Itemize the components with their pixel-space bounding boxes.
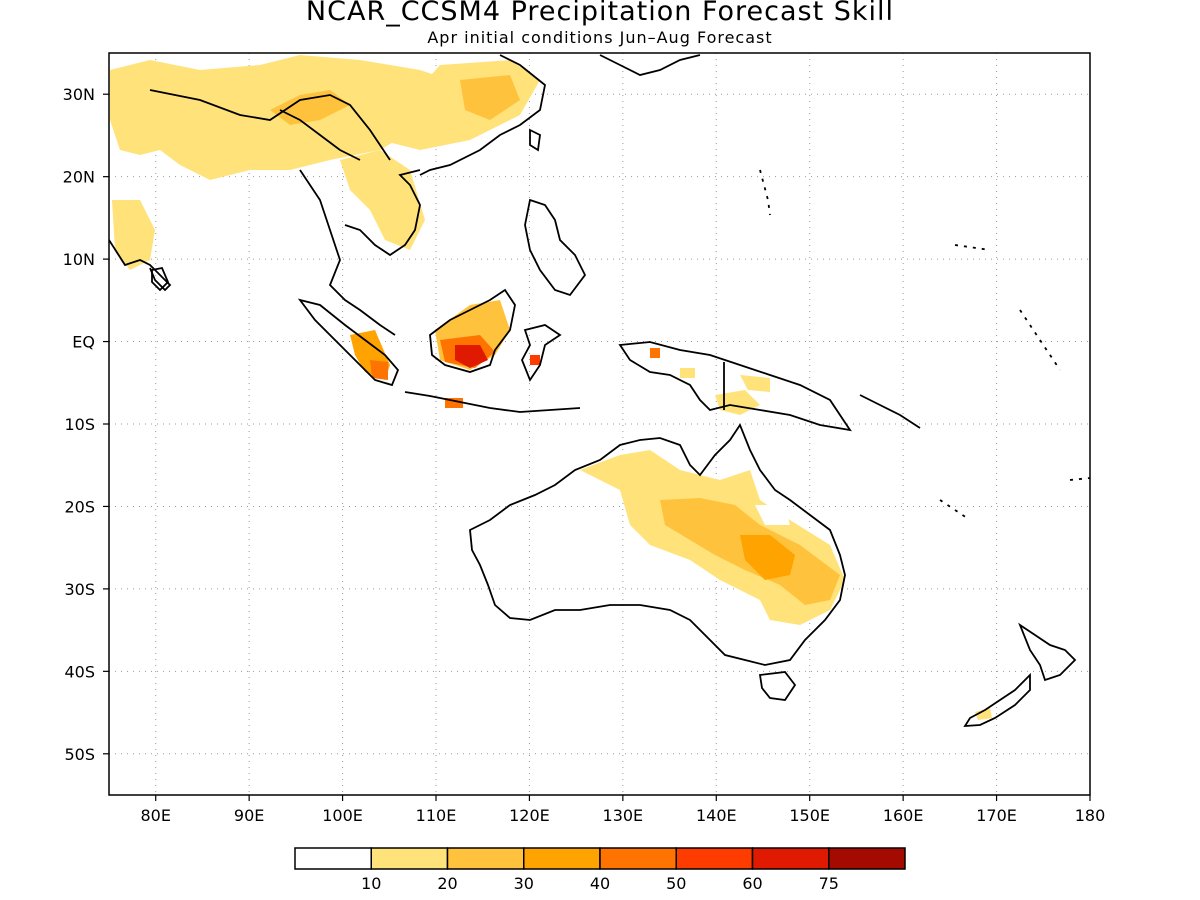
lon-tick-label: 100E xyxy=(322,806,363,825)
lat-tick-label: EQ xyxy=(72,333,95,352)
skill-area-java xyxy=(445,398,463,408)
border-himalaya xyxy=(149,89,391,161)
chart-subtitle: Apr initial conditions Jun–Aug Forecast xyxy=(427,28,773,47)
lon-tick-label: 170E xyxy=(976,806,1017,825)
border-china-south xyxy=(279,109,361,161)
skill-area-sumatra-strong xyxy=(370,360,388,380)
skill-shading xyxy=(110,55,992,720)
skill-area-sulawesi xyxy=(530,355,540,365)
colorbar-swatch xyxy=(294,847,372,870)
chart-title: NCAR_CCSM4 Precipitation Forecast Skill xyxy=(305,0,895,27)
lon-tick-label: 110E xyxy=(416,806,457,825)
lon-tick-label: 130E xyxy=(603,806,644,825)
lon-tick-label: 180 xyxy=(1075,806,1106,825)
lon-tick-label: 140E xyxy=(696,806,737,825)
lat-tick-label: 20S xyxy=(64,497,95,516)
colorbar-label: 10 xyxy=(361,874,381,893)
skill-area-australia-gap xyxy=(755,505,790,525)
grid-lines xyxy=(109,53,1090,795)
longitude-ticks: 80E 90E 100E 110E 120E 130E 140E 150E 160E 170E 18… xyxy=(140,795,1105,825)
coast-java xyxy=(404,391,581,413)
coast-sri-lanka xyxy=(151,266,170,292)
colorbar-swatch xyxy=(599,847,677,870)
colorbar-label: 40 xyxy=(590,874,610,893)
coast-sulawesi xyxy=(521,324,562,382)
lon-tick-label: 90E xyxy=(234,806,264,825)
coast-new-guinea xyxy=(618,341,852,432)
coast-nz-south xyxy=(963,672,1031,728)
colorbar-label: 75 xyxy=(819,874,839,893)
colorbar-label: 60 xyxy=(742,874,762,893)
lat-tick-label: 40S xyxy=(64,662,95,681)
skill-area-borneo-core xyxy=(455,345,488,368)
lon-tick-label: 160E xyxy=(883,806,924,825)
coast-india xyxy=(109,239,172,292)
coast-borneo xyxy=(429,288,516,373)
coast-tasmania xyxy=(758,671,797,701)
coast-nz-north xyxy=(1018,622,1077,682)
skill-area-indochina xyxy=(340,150,425,250)
skill-area-tibet-strong xyxy=(270,90,350,125)
coast-philippines xyxy=(524,198,587,297)
coast-sumatra xyxy=(297,298,400,387)
skill-area-south-china-strong xyxy=(460,75,520,120)
coast-taiwan xyxy=(529,128,541,152)
latitude-ticks: 30N 20N 10N EQ 10S 20S 30S 40S 50S xyxy=(63,85,109,764)
coast-pacific-islands xyxy=(759,169,1090,521)
colorbar-label: 50 xyxy=(666,874,686,893)
coast-china-east xyxy=(419,54,546,176)
lat-tick-label: 30S xyxy=(64,580,95,599)
lat-tick-label: 20N xyxy=(63,168,95,187)
colorbar: 10 20 30 40 50 60 75 xyxy=(294,847,906,893)
lon-tick-label: 120E xyxy=(509,806,550,825)
coast-indochina xyxy=(299,169,396,336)
coast-gulf-thailand xyxy=(344,169,421,257)
lat-tick-label: 30N xyxy=(63,85,95,104)
skill-area-new-zealand xyxy=(975,708,992,720)
colorbar-swatch xyxy=(523,847,601,870)
coast-solomons xyxy=(859,394,921,429)
lon-tick-label: 150E xyxy=(789,806,830,825)
coastlines xyxy=(109,54,1090,728)
coast-korea-japan xyxy=(599,54,701,76)
colorbar-swatch xyxy=(446,847,525,870)
skill-area-australia-core xyxy=(740,535,795,580)
skill-area-new-guinea xyxy=(680,368,770,415)
colorbar-swatch xyxy=(828,847,906,870)
colorbar-label: 20 xyxy=(437,874,457,893)
colorbar-label: 30 xyxy=(514,874,534,893)
skill-area-india-west xyxy=(112,200,155,270)
coast-australia xyxy=(469,423,846,666)
skill-area-new-guinea-west xyxy=(650,348,660,358)
lon-tick-label: 80E xyxy=(140,806,170,825)
colorbar-swatch xyxy=(751,847,830,870)
colorbar-swatch xyxy=(675,847,754,870)
colorbar-swatch xyxy=(370,847,449,870)
lat-tick-label: 50S xyxy=(64,745,95,764)
lat-tick-label: 10N xyxy=(63,250,95,269)
lat-tick-label: 10S xyxy=(64,415,95,434)
